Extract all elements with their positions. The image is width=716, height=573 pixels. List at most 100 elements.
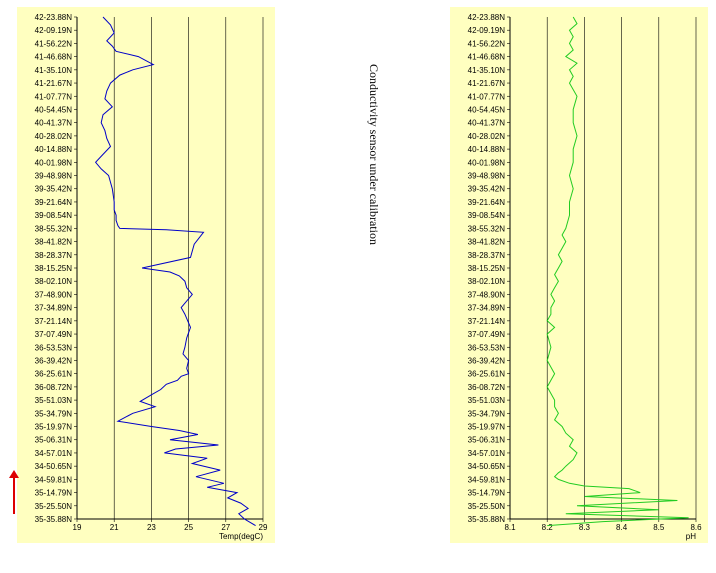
- ph-y-tick-label: 41-35.10N: [468, 66, 506, 75]
- ph-y-tick-label: 38-55.32N: [468, 224, 506, 233]
- ph-y-tick-label: 35-14.79N: [468, 489, 506, 498]
- temp-y-tick-label: 40-54.45N: [35, 105, 73, 114]
- temp-x-tick-label: 19: [73, 523, 82, 532]
- temp-y-tick-label: 41-21.67N: [35, 79, 73, 88]
- temp-x-tick-label: 21: [110, 523, 119, 532]
- ph-x-tick-label: 8.2: [542, 523, 554, 532]
- ph-y-tick-label: 34-59.81N: [468, 475, 506, 484]
- ph-series-line: [546, 16, 689, 527]
- ph-y-tick-label: 41-21.67N: [468, 79, 506, 88]
- ph-y-tick-label: 38-41.82N: [468, 238, 506, 247]
- temp-y-tick-label: 35-34.79N: [35, 409, 73, 418]
- temp-y-tick-label: 35-51.03N: [35, 396, 73, 405]
- ph-y-tick-label: 39-21.64N: [468, 198, 506, 207]
- temp-y-tick-label: 36-39.42N: [35, 356, 73, 365]
- temp-y-tick-label: 35-25.50N: [35, 502, 73, 511]
- ph-y-tick-label: 36-08.72N: [468, 383, 506, 392]
- ph-chart-panel: 42-23.88N 42-09.19N 41-56.22N 41-46.68N 41-3…: [450, 7, 708, 543]
- temperature-chart: 42-23.88N 42-09.19N 41-56.22N 41-46.68N 41-3…: [35, 13, 268, 541]
- temp-y-tick-label: 38-41.82N: [35, 238, 73, 247]
- temp-x-tick-label: 25: [184, 523, 193, 532]
- ph-y-tick-label: 40-14.88N: [468, 145, 506, 154]
- ph-y-tick-label: 40-01.98N: [468, 158, 506, 167]
- temp-y-tick-label: 35-35.88N: [35, 515, 73, 524]
- temp-y-tick-label: 37-48.90N: [35, 290, 73, 299]
- ph-x-tick-label: 8.4: [616, 523, 628, 532]
- temp-x-tick-label: 29: [259, 523, 268, 532]
- ph-x-tick-label: 8.1: [504, 523, 516, 532]
- temperature-chart-panel: 42-23.88N 42-09.19N 41-56.22N 41-46.68N 41-3…: [17, 7, 275, 543]
- temp-x-tick-label: 23: [147, 523, 156, 532]
- temp-y-tick-label: 42-09.19N: [35, 26, 73, 35]
- temp-y-tick-label: 41-46.68N: [35, 53, 73, 62]
- temp-y-tick-label: 38-15.25N: [35, 264, 73, 273]
- ph-x-tick-label: 8.6: [690, 523, 702, 532]
- temp-y-tick-label: 34-59.81N: [35, 475, 73, 484]
- temp-y-tick-label: 42-23.88N: [35, 13, 73, 22]
- ph-x-axis-label: pH: [686, 532, 696, 541]
- temp-y-tick-label: 39-48.98N: [35, 172, 73, 181]
- ph-y-tick-label: 36-53.53N: [468, 343, 506, 352]
- temp-y-tick-label: 36-08.72N: [35, 383, 73, 392]
- temp-y-tick-label: 35-19.97N: [35, 423, 73, 432]
- calibration-note-text: Conductivity sensor under calibration: [367, 64, 381, 245]
- temp-y-tick-label: 39-21.64N: [35, 198, 73, 207]
- temp-y-tick-label: 37-07.49N: [35, 330, 73, 339]
- ph-x-tick-label: 8.5: [653, 523, 665, 532]
- ph-y-tick-label: 39-08.54N: [468, 211, 506, 220]
- ph-y-tick-label: 41-46.68N: [468, 53, 506, 62]
- temp-y-tick-label: 34-57.01N: [35, 449, 73, 458]
- temp-x-axis-label: Temp(degC): [219, 532, 263, 541]
- ph-y-tick-label: 38-15.25N: [468, 264, 506, 273]
- temp-y-tick-label: 39-35.42N: [35, 185, 73, 194]
- temp-y-tick-label: 35-14.79N: [35, 489, 73, 498]
- temp-x-tick-label: 27: [221, 523, 230, 532]
- temp-y-tick-label: 41-07.77N: [35, 92, 73, 101]
- calibration-note: Conductivity sensor under calibration: [367, 64, 381, 284]
- temp-y-tick-label: 38-02.10N: [35, 277, 73, 286]
- temp-series-line: [94, 16, 256, 527]
- ph-y-tick-label: 35-06.31N: [468, 436, 506, 445]
- ph-y-tick-label: 37-48.90N: [468, 290, 506, 299]
- temp-y-tick-label: 40-28.02N: [35, 132, 73, 141]
- ph-y-tick-label: 35-34.79N: [468, 409, 506, 418]
- temp-y-tick-label: 40-14.88N: [35, 145, 73, 154]
- temp-y-tick-label: 36-25.61N: [35, 370, 73, 379]
- temp-y-tick-label: 36-53.53N: [35, 343, 73, 352]
- ph-y-tick-label: 34-50.65N: [468, 462, 506, 471]
- ph-y-tick-label: 36-39.42N: [468, 356, 506, 365]
- temp-y-tick-label: 40-41.37N: [35, 119, 73, 128]
- ph-y-tick-label: 41-07.77N: [468, 92, 506, 101]
- ph-y-tick-label: 38-02.10N: [468, 277, 506, 286]
- temp-y-tick-label: 41-35.10N: [35, 66, 73, 75]
- ph-y-tick-label: 38-28.37N: [468, 251, 506, 260]
- temp-y-tick-label: 35-06.31N: [35, 436, 73, 445]
- ph-chart: 42-23.88N 42-09.19N 41-56.22N 41-46.68N 41-3…: [468, 13, 702, 541]
- ph-y-tick-label: 42-09.19N: [468, 26, 506, 35]
- ph-y-tick-label: 40-28.02N: [468, 132, 506, 141]
- ph-y-tick-label: 40-54.45N: [468, 105, 506, 114]
- temp-y-tick-label: 41-56.22N: [35, 39, 73, 48]
- ph-y-tick-label: 37-21.14N: [468, 317, 506, 326]
- ph-y-tick-label: 41-56.22N: [468, 39, 506, 48]
- temp-y-tick-label: 37-21.14N: [35, 317, 73, 326]
- ph-y-tick-label: 36-25.61N: [468, 370, 506, 379]
- temp-y-tick-label: 38-28.37N: [35, 251, 73, 260]
- temp-y-tick-label: 40-01.98N: [35, 158, 73, 167]
- temp-y-tick-label: 37-34.89N: [35, 304, 73, 313]
- temp-y-tick-label: 39-08.54N: [35, 211, 73, 220]
- ph-y-tick-label: 35-25.50N: [468, 502, 506, 511]
- ph-y-tick-label: 35-51.03N: [468, 396, 506, 405]
- ph-x-tick-label: 8.3: [579, 523, 591, 532]
- temp-y-tick-label: 38-55.32N: [35, 224, 73, 233]
- ph-y-tick-label: 35-35.88N: [468, 515, 506, 524]
- ph-y-tick-label: 39-48.98N: [468, 172, 506, 181]
- temp-y-tick-label: 34-50.65N: [35, 462, 73, 471]
- ph-y-tick-label: 37-34.89N: [468, 304, 506, 313]
- ph-y-tick-label: 34-57.01N: [468, 449, 506, 458]
- direction-arrow-icon: [9, 470, 19, 514]
- ph-y-tick-label: 35-19.97N: [468, 423, 506, 432]
- ph-y-tick-label: 37-07.49N: [468, 330, 506, 339]
- ph-y-tick-label: 42-23.88N: [468, 13, 506, 22]
- ph-y-tick-label: 40-41.37N: [468, 119, 506, 128]
